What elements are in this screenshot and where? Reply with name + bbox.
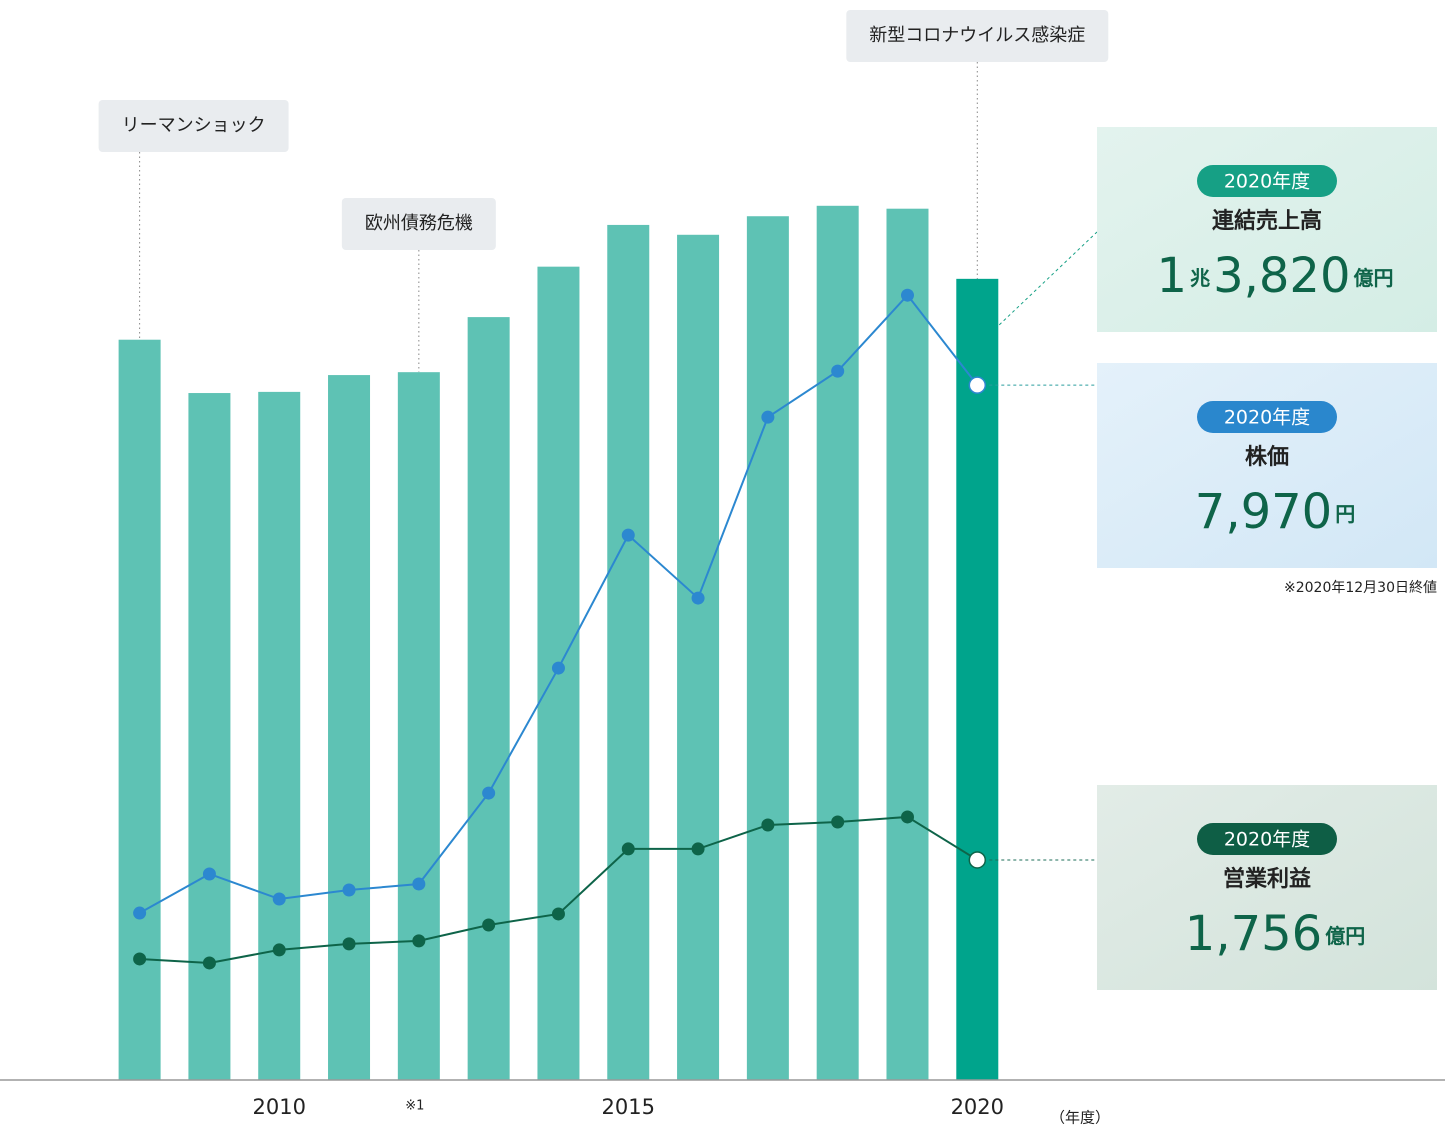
line-point <box>482 918 496 932</box>
connector <box>998 231 1098 326</box>
panel-value: 7,970 円 <box>1195 484 1355 540</box>
x-tick-label: 2015 <box>602 1095 655 1119</box>
line-point <box>412 877 426 891</box>
annotation-box <box>98 100 289 152</box>
x-axis-label: （年度） <box>1050 1109 1110 1127</box>
line-point <box>202 867 216 881</box>
panel-value: 1,756 億円 <box>1185 906 1365 962</box>
panel-value-part: 7,970 <box>1195 484 1332 540</box>
panel-title: 株価 <box>1245 445 1289 470</box>
line-point <box>342 937 356 951</box>
line-point <box>133 906 147 920</box>
panel-badge-text: 2020年度 <box>1224 407 1310 429</box>
line-point <box>621 842 635 856</box>
bar <box>328 375 371 1080</box>
panel <box>1097 127 1437 332</box>
annotation-label: 欧州債務危機 <box>365 213 473 234</box>
annotation-box <box>846 10 1109 62</box>
line-point <box>551 661 565 675</box>
x-note: ※1 <box>405 1099 424 1114</box>
bar <box>397 372 440 1080</box>
bar <box>467 317 510 1080</box>
line-point <box>621 528 635 542</box>
line-point <box>342 883 356 897</box>
line-point <box>272 892 286 906</box>
bar <box>956 278 999 1080</box>
annotation-label: 新型コロナウイルス感染症 <box>869 25 1085 46</box>
line-point <box>482 786 496 800</box>
panel-value-part: 兆 <box>1190 266 1210 290</box>
line-point <box>831 815 845 829</box>
x-tick-label: 2020 <box>951 1095 1004 1119</box>
annotation-label: リーマンショック <box>122 115 266 136</box>
panel-value: 1 兆3,820 億円 <box>1157 248 1394 304</box>
bar <box>258 391 301 1081</box>
bar <box>188 393 231 1081</box>
x-tick-label: 2010 <box>253 1095 306 1119</box>
panel-value-part: 億円 <box>1353 266 1393 290</box>
bar <box>607 224 650 1080</box>
panel-badge <box>1197 401 1337 433</box>
panel-value-part: 1 <box>1157 248 1188 304</box>
panel-title: 営業利益 <box>1223 866 1311 892</box>
panel-badge-text: 2020年度 <box>1224 829 1310 851</box>
panel-badge <box>1197 165 1337 197</box>
line-point <box>691 842 705 856</box>
line-point <box>900 810 914 824</box>
bar <box>677 234 720 1081</box>
panel-title: 連結売上高 <box>1212 208 1322 234</box>
bar <box>886 208 929 1080</box>
panel <box>1097 785 1437 990</box>
panel-value-part: 億円 <box>1325 924 1365 948</box>
line-point <box>900 288 914 302</box>
line-point <box>761 818 775 832</box>
line-point <box>691 591 705 605</box>
panel-badge <box>1197 823 1337 855</box>
line-point <box>968 376 987 394</box>
panel-value-part: 円 <box>1335 502 1355 526</box>
line-point <box>831 364 845 378</box>
line-point <box>272 943 286 957</box>
line-point <box>202 956 216 970</box>
panel-note: ※2020年12月30日終値 <box>1284 580 1437 596</box>
annotation-box <box>341 198 496 250</box>
panel <box>1097 363 1437 568</box>
line-point <box>133 952 147 966</box>
line-point <box>761 410 775 424</box>
bar <box>746 216 789 1081</box>
panel-badge-text: 2020年度 <box>1224 171 1310 193</box>
bar <box>118 339 161 1080</box>
panel-value-part: 1,756 <box>1185 906 1322 962</box>
line-point <box>968 851 987 869</box>
bar <box>816 205 859 1080</box>
line-point <box>551 907 565 921</box>
panel-value-part: 3,820 <box>1213 248 1350 304</box>
line-point <box>412 934 426 948</box>
